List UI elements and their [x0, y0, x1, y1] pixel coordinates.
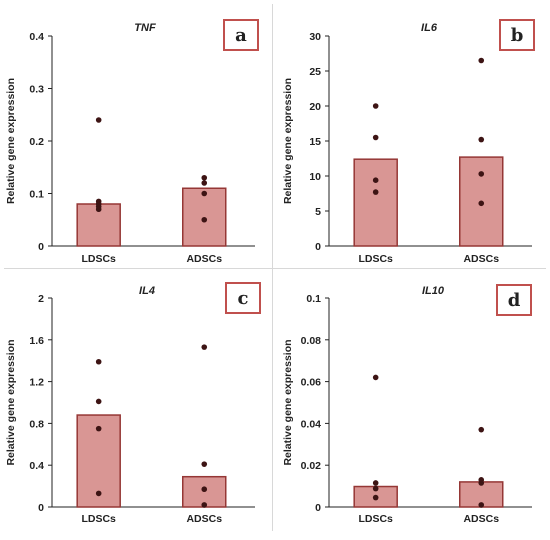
data-point — [201, 486, 208, 493]
data-point — [95, 117, 102, 123]
data-point — [201, 190, 208, 197]
y-tick-label: 0.06 — [301, 377, 322, 389]
y-tick-label: 0.08 — [301, 335, 322, 347]
y-tick-label: 0.04 — [301, 418, 322, 430]
data-point — [95, 490, 102, 497]
y-tick-label: 0 — [38, 241, 44, 253]
y-axis-label: Relative gene expression — [282, 78, 294, 204]
x-tick-label: ADSCs — [463, 513, 499, 525]
data-point — [478, 171, 485, 177]
y-tick-label: 30 — [309, 31, 321, 43]
x-tick-label: LDSCs — [358, 253, 393, 265]
panel-letter-badge — [499, 19, 535, 51]
y-tick-label: 0.1 — [306, 293, 321, 305]
panel-letter: d — [508, 290, 521, 311]
y-tick-label: 1.6 — [29, 335, 44, 347]
y-tick-label: 1.2 — [29, 377, 44, 389]
vertical-divider — [272, 4, 273, 531]
data-point — [372, 374, 379, 381]
data-point — [201, 216, 208, 223]
data-point — [201, 180, 208, 186]
panel-letter: c — [238, 288, 249, 309]
chart-title: IL4 — [139, 285, 155, 297]
data-point — [95, 398, 102, 405]
x-tick-label: ADSCs — [186, 253, 222, 265]
chart-panel-c: IL4 c Relative gene expression 0 0.4 0.8 1.2 1.… — [5, 282, 261, 525]
panel-letter-badge — [223, 19, 259, 51]
y-tick-label: 20 — [309, 101, 321, 113]
y-tick-label: 0 — [315, 502, 321, 514]
data-point — [478, 426, 485, 433]
data-point — [478, 57, 485, 64]
data-point — [372, 103, 379, 109]
horizontal-divider — [4, 268, 546, 269]
y-tick-label: 10 — [309, 171, 321, 183]
data-point — [372, 494, 379, 501]
data-point — [372, 480, 379, 486]
y-tick-label: 0.3 — [29, 84, 44, 96]
chart-title: TNF — [134, 22, 156, 34]
data-point — [478, 502, 485, 508]
chart-title: IL6 — [421, 22, 438, 34]
y-axis-label: Relative gene expression — [5, 339, 17, 465]
x-tick-label: LDSCs — [81, 253, 116, 265]
bar-ldscs — [353, 158, 398, 247]
y-tick-label: 5 — [315, 206, 321, 218]
chart-panel-a: TNF a Relative gene expression 0 0.1 0.2 0.3 0.… — [5, 19, 259, 265]
chart-panel-b: IL6 b Relative gene expression 0 5 10 15 20 25 30… — [282, 19, 535, 265]
y-tick-label: 0.02 — [301, 460, 322, 472]
data-point — [95, 206, 102, 213]
data-point — [372, 189, 379, 195]
y-tick-label: 0.2 — [29, 136, 44, 148]
data-point — [95, 425, 102, 432]
panel-letter-badge — [496, 284, 532, 316]
y-tick-label: 2 — [38, 293, 44, 305]
x-tick-label: LDSCs — [81, 513, 116, 525]
x-tick-label: LDSCs — [358, 513, 393, 525]
data-point — [95, 358, 102, 365]
y-tick-label: 0.4 — [29, 31, 44, 43]
data-point — [372, 177, 379, 183]
y-tick-label: 0.1 — [29, 189, 44, 201]
y-tick-label: 0.8 — [29, 418, 44, 430]
y-tick-label: 15 — [309, 136, 321, 148]
data-point — [201, 344, 208, 350]
panel-letter: b — [511, 25, 524, 46]
y-tick-label: 0 — [315, 241, 321, 253]
y-axis-label: Relative gene expression — [282, 339, 294, 465]
data-point — [478, 136, 485, 143]
chart-title: IL10 — [422, 285, 445, 297]
panel-letter-badge — [225, 282, 261, 314]
data-point — [201, 461, 208, 467]
y-tick-label: 25 — [309, 66, 321, 78]
y-tick-label: 0 — [38, 502, 44, 514]
y-axis-label: Relative gene expression — [5, 78, 17, 204]
panel-letter: a — [235, 25, 247, 46]
data-point — [372, 485, 379, 492]
x-tick-label: ADSCs — [186, 513, 222, 525]
data-point — [478, 480, 485, 486]
data-point — [478, 200, 485, 207]
chart-panel-d: IL10 d Relative gene expression 0 0.02 0.04 0.… — [282, 284, 532, 525]
x-tick-label: ADSCs — [463, 253, 499, 265]
data-point — [201, 502, 208, 508]
data-point — [201, 174, 208, 181]
data-point — [372, 134, 379, 141]
y-tick-label: 0.4 — [29, 460, 44, 472]
